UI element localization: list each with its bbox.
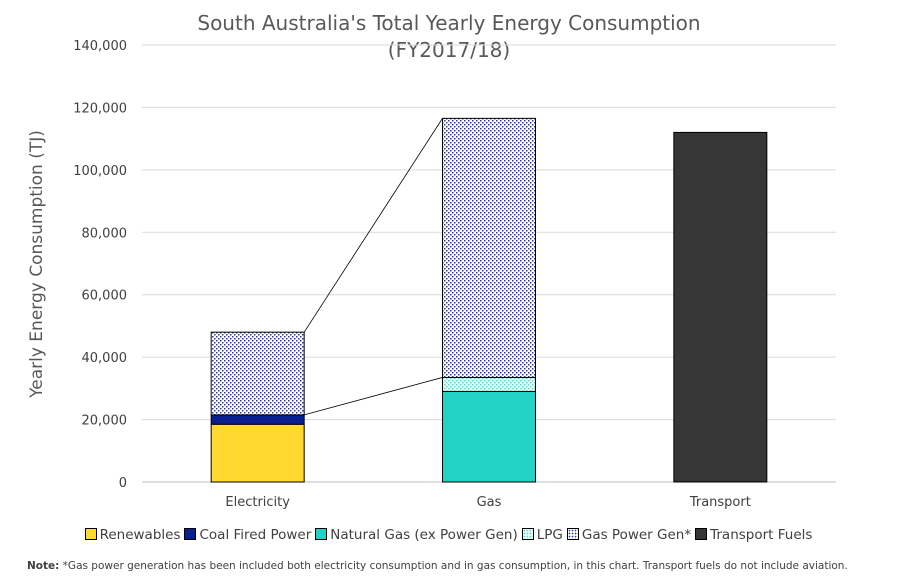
y-tick-labels: 0 20,000 40,000 60,000 80,000 100,000 120,000 1… [73,39,127,491]
footnote: Note: *Gas power generation has been inc… [27,560,848,572]
bar-segment-lpg [442,376,536,392]
y-tick-label: 140,000 [73,39,127,54]
bar-segment-coal-fired-power [210,414,305,425]
bar-segment-gas-power-gen [210,331,305,416]
y-tick-label: 80,000 [82,226,128,241]
connector-line-top [303,118,443,333]
chart-title: South Australia's Total Yearly Energy Co… [197,11,700,35]
connector-lines [303,118,443,416]
connector-line-bottom [304,377,443,416]
legend-label: Gas Power Gen* [581,527,692,543]
bar-segment-transport-fuels [673,131,768,483]
y-tick-label: 60,000 [82,289,128,304]
legend-swatch [84,528,97,540]
bar-segment-natural-gas-ex-power-gen [442,390,536,483]
legend-label: LPG [536,527,563,543]
legend-swatch [315,528,328,540]
legend-swatch [566,528,579,540]
legend-swatch [184,528,197,540]
y-tick-label: 120,000 [73,101,127,116]
legend-item: Renewables [84,527,181,543]
legend: Renewables Coal Fired Power Natural Gas (e… [0,527,897,543]
y-tick-label: 40,000 [82,351,128,366]
legend-item: Natural Gas (ex Power Gen) [315,527,518,543]
legend-label: Coal Fired Power [199,527,312,543]
legend-label: Renewables [99,527,181,543]
x-tick-label: Electricity [225,495,290,510]
y-tick-label: 100,000 [73,164,127,179]
y-axis-label: Yearly Energy Consumption (TJ) [27,130,47,399]
legend-label: Transport Fuels [710,527,813,543]
legend-item: LPG [521,527,563,543]
bar-segment-gas-power-gen [442,117,536,378]
bar-segment-renewables [210,423,305,483]
x-tick-label: Transport [689,495,751,510]
legend-label: Natural Gas (ex Power Gen) [330,527,518,543]
y-tick-label: 0 [119,476,127,491]
legend-item: Gas Power Gen* [566,527,692,543]
legend-swatch [695,528,708,540]
legend-swatch [521,528,534,540]
chart: South Australia's Total Yearly Energy Co… [27,11,836,510]
bars [210,117,768,483]
legend-item: Transport Fuels [695,527,812,543]
chart-subtitle: (FY2017/18) [388,38,510,62]
legend-item: Coal Fired Power [184,527,311,543]
note-text: *Gas power generation has been included … [59,560,848,572]
y-tick-label: 20,000 [82,414,128,429]
note-label: Note: [27,560,60,572]
x-tick-label: Gas [477,495,502,510]
x-tick-labels: Electricity Gas Transport [225,495,750,510]
